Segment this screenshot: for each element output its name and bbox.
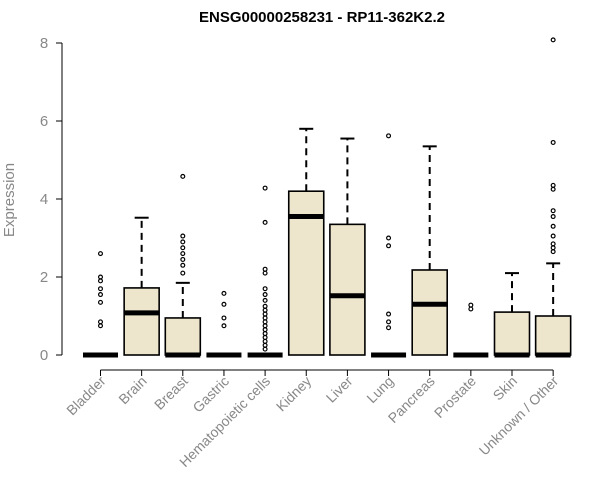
outlier-point [386,311,392,317]
outlier-point [97,319,103,325]
outlier-point [262,286,268,292]
outlier-point [550,139,556,145]
outlier-point [386,133,392,139]
outlier-point [97,251,103,257]
y-tick-label: 4 [40,191,48,208]
outlier-point [468,306,474,312]
outlier-point [386,235,392,241]
outlier-point [262,297,268,303]
y-axis: 0 2 4 6 8 [40,35,63,364]
box-unknown-other [534,37,572,358]
box-gastric [206,290,242,358]
y-tick-label: 6 [40,113,48,130]
box-pancreas [411,145,449,356]
box-skin [493,272,531,358]
x-tick-label: Prostate [431,373,479,421]
x-tick-label: Breast [151,373,191,413]
outlier-point [180,245,186,251]
outlier-point [262,315,268,321]
x-tick-label: Kidney [273,373,315,415]
outlier-point [262,185,268,191]
box-prostate [453,302,489,358]
outlier-point [550,186,556,192]
box-lung [371,133,407,358]
outlier-point [97,292,103,298]
outlier-point [97,323,103,329]
outlier-point [262,327,268,333]
box-body [164,317,202,356]
y-tick-label: 8 [40,35,48,52]
outlier-point [262,311,268,317]
outlier-point [550,241,556,247]
outlier-point [180,251,186,257]
box-hematopoietic-cells [247,185,283,358]
outlier-point [262,338,268,344]
x-tick-label: Liver [323,373,356,406]
outlier-point [550,214,556,220]
outlier-point [262,303,268,309]
x-tick-label: Skin [490,373,521,404]
x-tick-label: Brain [115,373,149,407]
outlier-point [550,223,556,229]
outlier-point [550,249,556,255]
outlier-point [221,323,227,329]
box-breast [164,173,202,358]
outlier-point [97,299,103,305]
outlier-point [180,239,186,245]
y-tick-label: 2 [40,269,48,286]
outlier-point [386,325,392,331]
box-kidney [287,127,325,356]
x-tick-label: Lung [363,373,396,406]
outlier-point [180,256,186,262]
outlier-point [180,270,186,276]
outlier-point [97,274,103,280]
box-body [493,311,531,356]
outlier-point [262,307,268,313]
outlier-point [97,286,103,292]
outlier-point [262,270,268,276]
x-tick-label: Bladder [63,373,109,419]
outlier-point [180,233,186,239]
outlier-point [262,342,268,348]
box-brain [123,216,160,356]
outlier-point [550,208,556,214]
outlier-point [550,245,556,251]
outlier-point [468,302,474,308]
outlier-point [262,292,268,298]
outlier-point [262,266,268,272]
outlier-point [550,182,556,188]
outlier-point [262,323,268,329]
outlier-point [221,315,227,321]
outlier-point [262,331,268,337]
box-body [123,287,160,356]
box-body [411,269,449,356]
boxes-group [83,37,572,358]
outlier-point [262,346,268,352]
outlier-point [262,334,268,340]
outlier-point [180,173,186,179]
outlier-point [386,319,392,325]
box-body [329,223,366,356]
outlier-point [262,219,268,225]
y-axis-label: Expression [1,163,18,237]
box-bladder [83,251,118,358]
outlier-point [97,278,103,284]
outlier-point [180,262,186,268]
outlier-point [550,37,556,43]
outlier-point [262,319,268,325]
outlier-point [221,290,227,296]
chart-title: ENSG00000258231 - RP11-362K2.2 [199,9,445,26]
y-tick-label: 0 [40,347,48,364]
box-body [534,315,572,356]
outlier-point [221,301,227,307]
box-liver [329,137,366,356]
outlier-point [550,233,556,239]
outlier-point [386,243,392,249]
